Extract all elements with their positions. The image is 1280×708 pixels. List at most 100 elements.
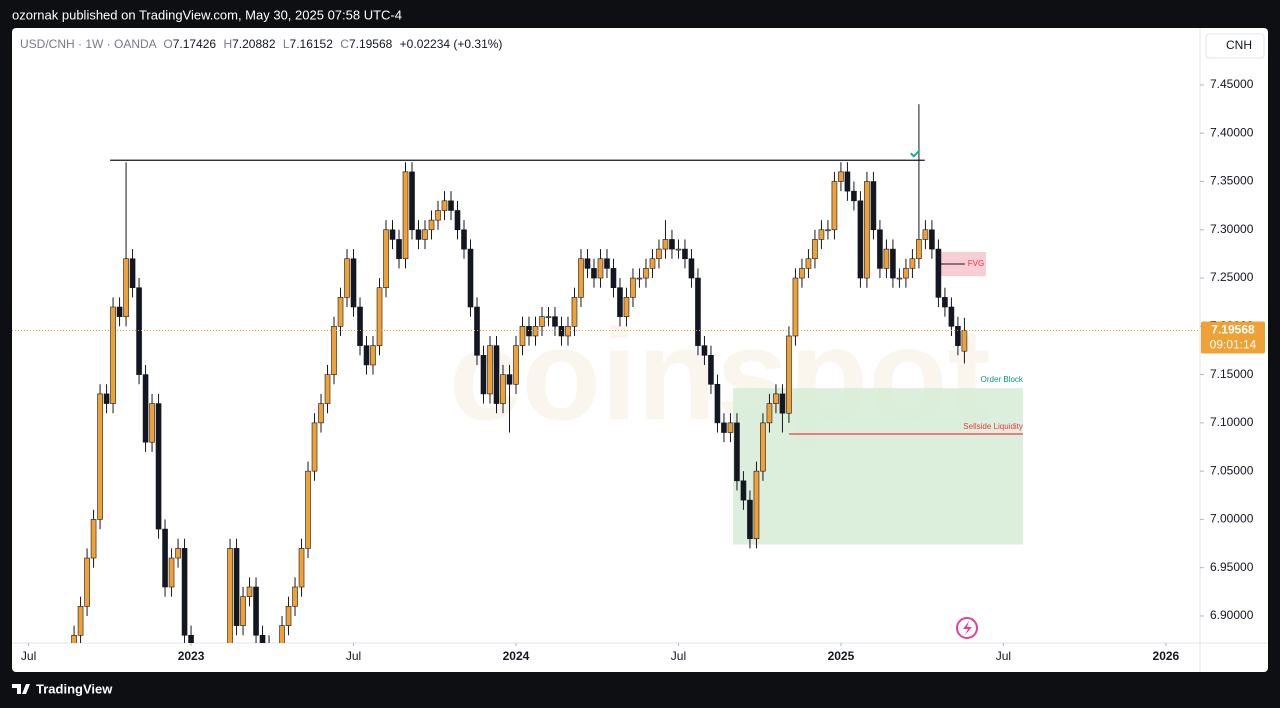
brand: TradingView (36, 681, 113, 696)
high-value: 7.20882 (232, 37, 276, 51)
candle-body (110, 306, 116, 404)
candle-body (318, 403, 324, 424)
candle-body (370, 345, 376, 366)
candle-body (909, 258, 916, 269)
candle-body (526, 326, 532, 337)
candle-body (116, 306, 123, 317)
candle-body (942, 297, 948, 308)
x-tick-label: 2023 (178, 649, 205, 663)
candle-body (240, 596, 246, 626)
candle-body (305, 470, 311, 549)
candle-body (714, 383, 721, 424)
candle-body (77, 606, 84, 636)
candle-body (435, 210, 441, 221)
candle-body (747, 499, 753, 540)
candle-body (630, 277, 636, 298)
candle-body (649, 258, 656, 269)
candle-body (188, 634, 194, 643)
x-tick-label: Jul (346, 649, 361, 663)
high-label: H (223, 37, 232, 51)
candle-body (493, 345, 500, 404)
candle-body (604, 258, 610, 269)
candle-body (441, 200, 448, 211)
candle-body (500, 374, 506, 404)
candle-body (766, 403, 773, 424)
candle-body (415, 229, 422, 240)
axes: 7.450007.400007.350007.300007.250007.200… (21, 77, 1265, 663)
candle-body (227, 548, 233, 643)
candle-body (221, 674, 226, 708)
candle-body (539, 316, 545, 327)
close-label: C (340, 37, 349, 51)
candle-body (97, 393, 103, 520)
candle-body (851, 190, 857, 202)
candle-body (487, 345, 493, 395)
last-price-label: 7.19568 (1211, 323, 1255, 337)
candle-body (805, 258, 812, 269)
candle-body (734, 422, 740, 482)
change: +0.02234 (+0.31%) (400, 37, 503, 51)
candle-body (864, 181, 870, 279)
y-tick-label: 7.30000 (1210, 222, 1254, 236)
candle-body (883, 248, 890, 269)
candle-body (753, 470, 760, 540)
candle-body (636, 277, 643, 280)
y-tick-label: 6.95000 (1210, 560, 1254, 574)
candle-body (454, 210, 461, 231)
currency-button[interactable] (1205, 33, 1265, 59)
tv-logo (12, 684, 30, 694)
legend: USD/CNH · 1W · OANDA O7.17426 H7.20882 L… (20, 37, 502, 51)
candle-body (870, 181, 877, 231)
zone-box (733, 388, 1023, 545)
candle-body (506, 374, 513, 385)
candle-body (298, 548, 305, 588)
candle-body (662, 239, 669, 250)
candle-body (578, 258, 584, 298)
x-tick-label: 2026 (1153, 649, 1180, 663)
candle-body (545, 316, 552, 318)
y-tick-label: 7.25000 (1210, 270, 1254, 284)
countdown: 09:01:14 (1210, 338, 1257, 352)
candle-body (175, 548, 181, 559)
candle-body (513, 345, 519, 385)
candle-body (136, 287, 142, 375)
candle-body (181, 548, 188, 636)
close-value: 7.19568 (349, 37, 393, 51)
candle-body (409, 171, 415, 231)
alert-bolt (963, 621, 972, 635)
candle-body (202, 693, 207, 708)
currency[interactable]: CNH (1226, 38, 1252, 52)
x-tick-label: Jul (996, 649, 1011, 663)
y-tick-label: 7.35000 (1210, 174, 1254, 188)
open-value: 7.17426 (173, 37, 217, 51)
candle-body (656, 248, 662, 260)
level-label: Sellside Liquidity (963, 422, 1023, 431)
candle-body (337, 297, 344, 327)
candle-body (422, 229, 428, 240)
candle-body (480, 354, 487, 395)
symbol: USD/CNH · 1W · OANDA (20, 37, 157, 51)
candle-body (383, 229, 389, 289)
candle-body (877, 229, 883, 269)
candle-body (708, 354, 714, 385)
alert-icon[interactable] (956, 617, 978, 639)
y-tick-label: 7.40000 (1210, 125, 1254, 139)
candle-body (617, 287, 623, 317)
candle-body (597, 258, 604, 279)
y-tick-label: 7.10000 (1210, 415, 1254, 429)
candle-body (402, 171, 409, 260)
box-label: Order Block (981, 375, 1024, 384)
candle-body (461, 229, 467, 250)
candle-body (773, 393, 779, 404)
y-tick-label: 7.00000 (1210, 512, 1254, 526)
candle-body (701, 345, 708, 356)
candle-body (324, 374, 331, 404)
candle-body (428, 219, 435, 231)
y-tick-label: 6.90000 (1210, 608, 1254, 622)
last-price-box (1201, 321, 1265, 354)
candle-body (448, 200, 454, 211)
candle-body (844, 171, 851, 192)
x-tick-label: 2025 (828, 649, 855, 663)
